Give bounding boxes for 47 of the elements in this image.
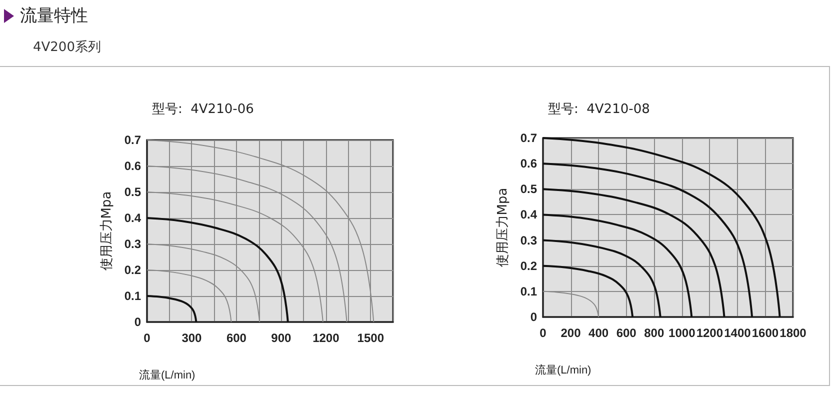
line-series: [542, 214, 693, 318]
x-tick-label: 1200: [312, 331, 340, 345]
x-tick-label: 300: [182, 331, 202, 345]
y-tick-label: 0.3: [124, 237, 142, 251]
x-axis-title: 流量(L/min): [535, 364, 592, 376]
chart-title: 型号: 4V210-08: [548, 102, 650, 117]
x-tick-label: 800: [644, 326, 664, 340]
x-tick-label: 600: [226, 331, 247, 345]
y-tick-label: 0.6: [124, 159, 142, 173]
x-tick-label: 900: [271, 331, 292, 345]
x-axis-title: 流量(L/min): [139, 368, 196, 382]
x-tick-label: 200: [560, 326, 582, 340]
line-series: [542, 162, 754, 318]
text: 4V200系列: [33, 39, 101, 56]
y-tick-label: 0.5: [520, 182, 538, 196]
x-tick-label: 1800: [780, 326, 807, 340]
x-tick-label: 1600: [752, 326, 779, 340]
y-tick-label: 0.4: [520, 208, 538, 222]
x-tick-label: 400: [588, 326, 609, 340]
y-tick-label: 0.2: [520, 258, 538, 273]
x-tick-label: 1200: [696, 326, 724, 340]
x-tick-label: 0: [540, 326, 547, 340]
x-tick-label: 600: [616, 326, 637, 340]
x-tick-label: 1500: [357, 331, 384, 345]
y-axis-title: 使用压力Mpa: [99, 191, 114, 271]
line-series: [146, 295, 198, 323]
line-series: [542, 188, 726, 318]
y-tick-label: 0: [530, 310, 538, 324]
line-series: [542, 239, 662, 318]
y-tick-label: 0: [134, 315, 142, 329]
y-tick-label: 0.1: [520, 284, 538, 298]
x-tick-label: 1000: [668, 326, 696, 340]
y-tick-label: 0.1: [124, 289, 142, 303]
y-tick-label: 0.5: [124, 185, 142, 199]
text: 流量特性: [20, 5, 88, 27]
y-tick-label: 0.6: [520, 156, 538, 171]
x-tick-label: 0: [144, 331, 151, 345]
chart-title: 型号: 4V210-06: [152, 102, 254, 117]
y-tick-label: 0.3: [520, 233, 538, 248]
x-tick-label: 1400: [724, 326, 752, 340]
line-series: [542, 264, 634, 318]
y-tick-label: 0.7: [124, 133, 142, 147]
y-axis-title: 使用压力Mpa: [495, 188, 510, 268]
y-tick-label: 0.4: [124, 211, 142, 225]
y-tick-label: 0.7: [520, 131, 538, 145]
line-series: [146, 217, 289, 323]
y-tick-label: 0.2: [124, 263, 142, 277]
